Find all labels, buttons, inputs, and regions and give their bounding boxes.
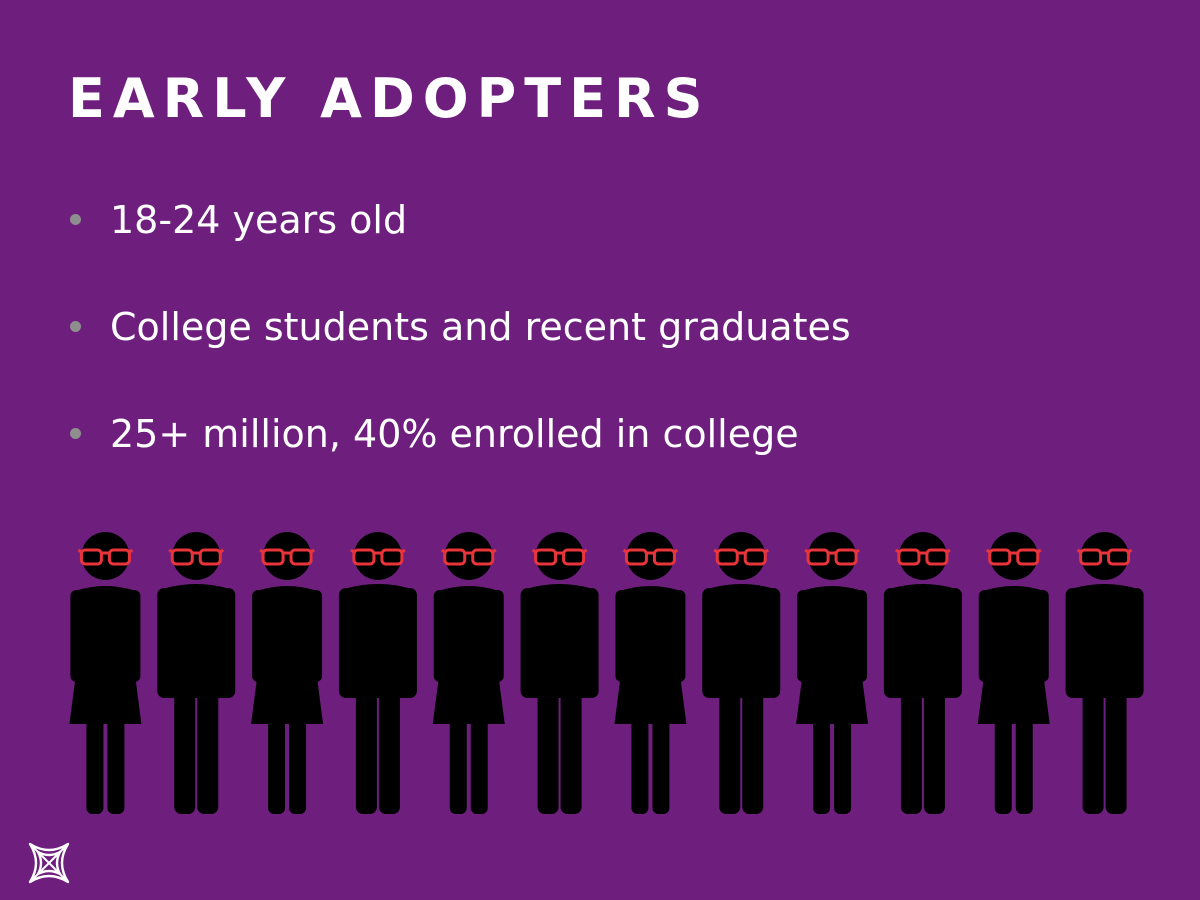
woman-figure-icon	[796, 532, 869, 814]
woman-figure-icon	[977, 532, 1050, 814]
woman-figure-icon	[251, 532, 324, 814]
glasses-icon	[622, 548, 679, 566]
people-row	[69, 532, 1144, 814]
glasses-icon	[168, 548, 225, 566]
glasses-icon	[531, 548, 588, 566]
glasses-icon	[77, 548, 134, 566]
woman-figure-icon	[614, 532, 687, 814]
people-illustration	[62, 528, 1152, 820]
bullet-dot-icon	[70, 321, 81, 332]
slide-title: EARLY ADOPTERS	[68, 67, 711, 130]
man-figure-icon	[157, 532, 236, 814]
bullet-dot-icon	[70, 214, 81, 225]
glasses-icon	[259, 548, 315, 566]
man-figure-icon	[338, 532, 417, 814]
bullet-text: College students and recent graduates	[110, 305, 851, 349]
man-figure-icon	[1065, 532, 1144, 814]
glasses-icon	[713, 548, 770, 566]
bullet-dot-icon	[70, 428, 81, 439]
glasses-icon	[1076, 548, 1133, 566]
woman-figure-icon	[432, 532, 505, 814]
man-figure-icon	[520, 532, 599, 814]
glasses-icon	[350, 548, 406, 566]
brand-logo-icon	[26, 840, 72, 886]
woman-figure-icon	[69, 532, 142, 814]
glasses-icon	[804, 548, 860, 566]
glasses-icon	[895, 548, 951, 566]
man-figure-icon	[702, 532, 781, 814]
bullet-text: 25+ million, 40% enrolled in college	[110, 412, 799, 456]
man-figure-icon	[883, 532, 962, 814]
glasses-icon	[985, 548, 1042, 566]
bullet-text: 18-24 years old	[110, 198, 408, 242]
glasses-icon	[440, 548, 497, 566]
